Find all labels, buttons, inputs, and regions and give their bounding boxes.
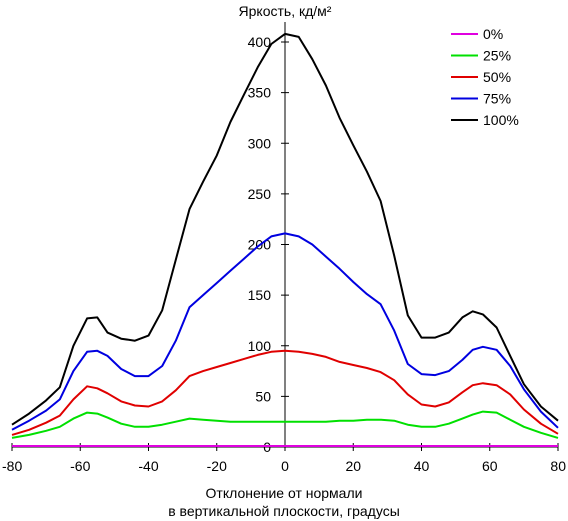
legend-label: 50% <box>483 69 511 85</box>
x-axis-title-line1: Отклонение от нормали <box>206 485 363 501</box>
y-tick-label: 400 <box>248 34 272 50</box>
x-tick-label: 20 <box>345 458 361 474</box>
x-tick-label: 0 <box>281 458 289 474</box>
legend-label: 25% <box>483 48 511 64</box>
series-line-25pct <box>11 410 559 439</box>
x-tick-label: -20 <box>207 458 227 474</box>
x-tick-label: 60 <box>482 458 498 474</box>
x-axis-title-line2: в вертикальной плоскости, градусы <box>168 503 400 519</box>
y-tick-label: 100 <box>248 338 272 354</box>
y-tick-label: 50 <box>255 388 271 404</box>
series-line-100pct <box>11 32 559 426</box>
legend-label: 0% <box>483 26 503 42</box>
y-tick-label: 350 <box>248 85 272 101</box>
x-tick-label: 40 <box>414 458 430 474</box>
series-line-50pct <box>11 349 559 436</box>
y-tick-label: 300 <box>248 135 272 151</box>
series-layer <box>11 32 559 447</box>
legend-label: 100% <box>483 112 519 128</box>
x-tick-label: -80 <box>2 458 22 474</box>
y-tick-label: 150 <box>248 287 272 303</box>
x-tick-label: -40 <box>138 458 158 474</box>
y-axis-title: Яркость, кд/м² <box>239 3 332 19</box>
legend-label: 75% <box>483 91 511 107</box>
legend: 0% 25% 50% 75% 100% <box>451 26 519 128</box>
series-line-75pct <box>11 232 559 431</box>
x-tick-label: 80 <box>550 458 566 474</box>
x-tick-label: -60 <box>70 458 90 474</box>
y-tick-label: 250 <box>248 186 272 202</box>
